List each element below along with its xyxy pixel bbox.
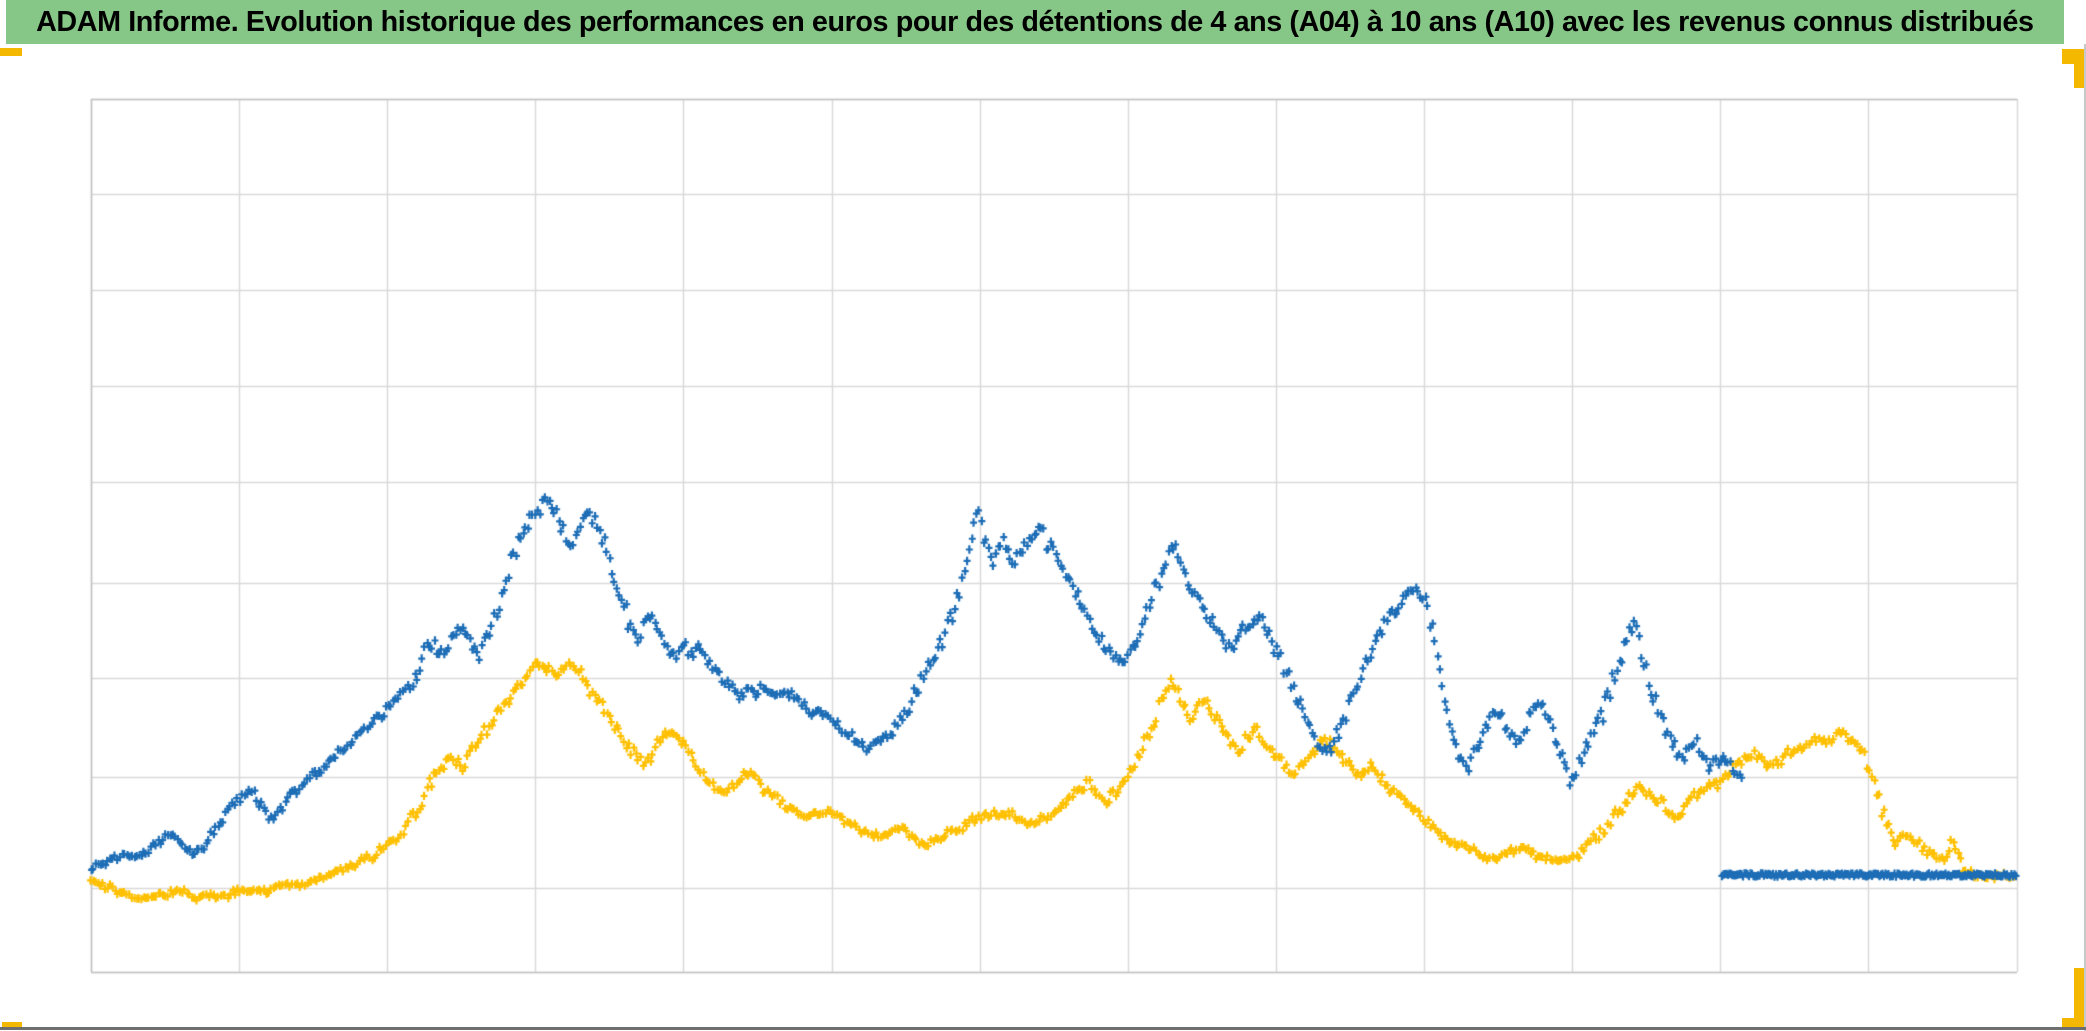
slide-right-border [2084,44,2086,1031]
corner-accent-top-right-bar [2062,49,2086,64]
corner-accent-top-left [0,48,22,56]
corner-accent-bottom-right-tab [2074,968,2084,1020]
corner-accent-bottom-left [2,1022,22,1030]
slide-bottom-border [0,1027,2086,1030]
corner-accent-top-right-tab [2074,64,2086,88]
